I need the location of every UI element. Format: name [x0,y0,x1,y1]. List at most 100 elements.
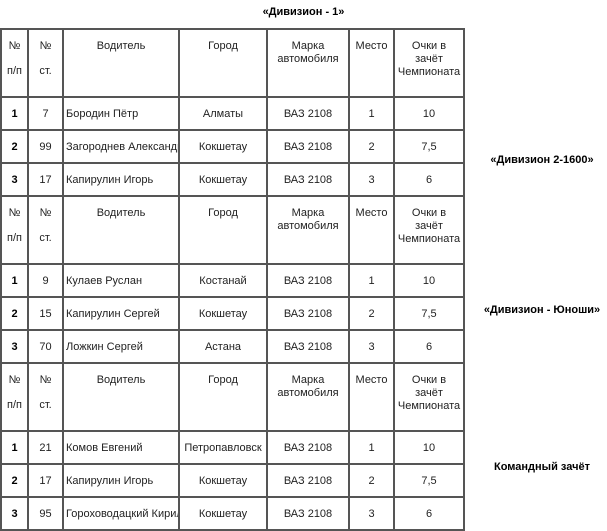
table-row: 1 21 Комов Евгений Петропавловск ВАЗ 2108 1 10 [0,430,465,465]
points: 10 [393,430,465,465]
header-number: № п/п [0,28,29,98]
table-row: 2 99 Загороднев Александр Кокшетау ВАЗ 2108 2… [0,129,465,164]
driver: Капирулин Игорь [62,162,180,197]
table-row: 2 15 Капирулин Сергей Кокшетау ВАЗ 2108 2 7,5 [0,296,465,331]
header-pp: п/п [7,65,22,77]
header-start-number: № ст. [27,362,64,432]
car: ВАЗ 2108 [266,296,350,331]
table-row: 1 7 Бородин Пётр Алматы ВАЗ 2108 1 10 [0,96,465,131]
start-number: 70 [27,329,64,364]
header-place: Место [348,362,395,432]
header-pp: п/п [7,399,22,411]
header-st-n: № [39,40,52,52]
header-start-number: № ст. [27,28,64,98]
header-row: № п/п № ст. Водитель Город Марка автомобиля Мес… [0,28,465,98]
table-row: 1 9 Кулаев Руслан Костанай ВАЗ 2108 1 10 [0,263,465,298]
page-title: «Дивизион - 1» [262,6,345,18]
header-row: № п/п № ст. Водитель Город Марка автомобиля Мес… [0,195,465,265]
driver: Ложкин Сергей [62,329,180,364]
header-driver: Водитель [62,195,180,265]
city: Кокшетау [178,129,268,164]
header-st: ст. [39,65,52,77]
header-pp: п/п [7,232,22,244]
place: 3 [348,329,395,364]
row-number: 3 [0,496,29,531]
header-driver: Водитель [62,28,180,98]
start-number: 15 [27,296,64,331]
driver: Бородин Пётр [62,96,180,131]
division-label: «Дивизион - Юноши» [483,304,601,316]
city: Кокшетау [178,496,268,531]
header-n: № [8,207,21,219]
header-car: Марка автомобиля [266,195,350,265]
row-number: 3 [0,329,29,364]
points: 6 [393,496,465,531]
car: ВАЗ 2108 [266,129,350,164]
row-number: 2 [0,129,29,164]
driver: Комов Евгений [62,430,180,465]
car: ВАЗ 2108 [266,463,350,498]
row-number: 2 [0,463,29,498]
city: Алматы [178,96,268,131]
table-row: 2 17 Капирулин Игорь Кокшетау ВАЗ 2108 2 7,5 [0,463,465,498]
city: Кокшетау [178,162,268,197]
place: 2 [348,129,395,164]
division-label: «Дивизион 2-1600» [490,154,594,166]
header-city: Город [178,195,268,265]
header-points: Очки в зачёт Чемпионата [393,28,465,98]
table-row: 3 95 Гороховодацкий Кирилл Кокшетау ВАЗ 2108… [0,496,465,531]
points: 10 [393,96,465,131]
driver: Кулаев Руслан [62,263,180,298]
points: 6 [393,162,465,197]
row-number: 1 [0,263,29,298]
header-st-n: № [39,374,52,386]
row-number: 3 [0,162,29,197]
points: 6 [393,329,465,364]
header-place: Место [348,195,395,265]
place: 3 [348,496,395,531]
header-st: ст. [39,399,52,411]
table-row: 3 70 Ложкин Сергей Астана ВАЗ 2108 3 6 [0,329,465,364]
place: 1 [348,96,395,131]
header-n: № [8,374,21,386]
city: Кокшетау [178,296,268,331]
start-number: 17 [27,463,64,498]
header-points: Очки в зачёт Чемпионата [393,195,465,265]
car: ВАЗ 2108 [266,96,350,131]
car: ВАЗ 2108 [266,430,350,465]
place: 1 [348,430,395,465]
header-car: Марка автомобиля [266,362,350,432]
header-city: Город [178,28,268,98]
row-number: 1 [0,430,29,465]
start-number: 21 [27,430,64,465]
header-st-n: № [39,207,52,219]
header-n: № [8,40,21,52]
results-table: № п/п № ст. Водитель Город Марка автомобиля Мес… [0,28,465,531]
header-number: № п/п [0,195,29,265]
driver: Гороховодацкий Кирилл [62,496,180,531]
city: Костанай [178,263,268,298]
table-row: 3 17 Капирулин Игорь Кокшетау ВАЗ 2108 3 6 [0,162,465,197]
header-car: Марка автомобиля [266,28,350,98]
driver: Капирулин Сергей [62,296,180,331]
header-place: Место [348,28,395,98]
row-number: 1 [0,96,29,131]
place: 2 [348,296,395,331]
header-start-number: № ст. [27,195,64,265]
driver: Загороднев Александр [62,129,180,164]
start-number: 95 [27,496,64,531]
points: 10 [393,263,465,298]
car: ВАЗ 2108 [266,263,350,298]
car: ВАЗ 2108 [266,329,350,364]
header-row: № п/п № ст. Водитель Город Марка автомобиля Мес… [0,362,465,432]
points: 7,5 [393,463,465,498]
city: Петропавловск [178,430,268,465]
car: ВАЗ 2108 [266,496,350,531]
place: 3 [348,162,395,197]
start-number: 7 [27,96,64,131]
header-number: № п/п [0,362,29,432]
place: 1 [348,263,395,298]
start-number: 9 [27,263,64,298]
start-number: 17 [27,162,64,197]
place: 2 [348,463,395,498]
